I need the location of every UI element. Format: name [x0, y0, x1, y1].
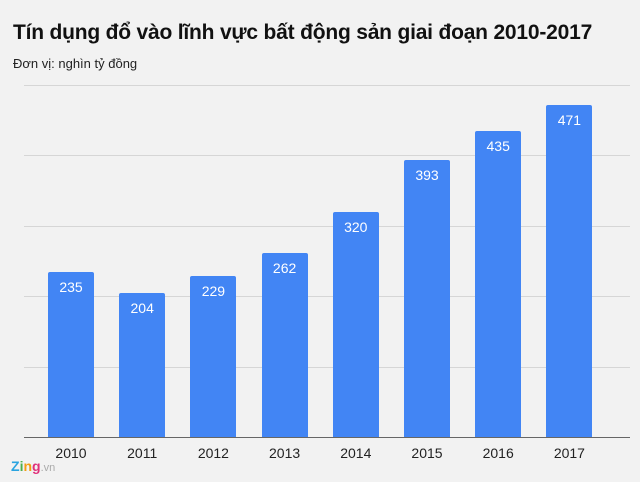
bar-value-label: 235 — [59, 278, 83, 295]
x-tick-label: 2013 — [269, 445, 301, 461]
x-tick-label: 2012 — [197, 445, 229, 461]
bar-value-label: 262 — [272, 259, 297, 276]
gridline — [24, 366, 630, 368]
bar-2013: 262 — [261, 252, 308, 437]
bar-value-label: 229 — [201, 282, 226, 299]
bar-value-label: 471 — [557, 112, 582, 129]
bar-value-label: 320 — [344, 218, 368, 235]
x-tick-label: 2017 — [553, 445, 585, 461]
gridline — [24, 85, 630, 86]
gridline — [24, 296, 630, 298]
x-tick-label: 2010 — [55, 445, 87, 461]
bar-value-label: 393 — [415, 167, 439, 184]
chart-subtitle: Đơn vị: nghìn tỷ đồng — [13, 56, 138, 71]
x-tick-label: 2015 — [411, 445, 443, 461]
bar-2016: 435 — [475, 130, 522, 437]
bar-2011: 204 — [119, 293, 166, 437]
bar-2010: 235 — [48, 271, 94, 437]
chart-title: Tín dụng đổ vào lĩnh vực bất động sản gi… — [13, 21, 593, 44]
bar-value-label: 204 — [130, 300, 154, 317]
gridline — [24, 225, 630, 227]
bar-2012: 229 — [190, 275, 237, 437]
zing-logo: Zing.vn — [11, 458, 56, 474]
bar-2015: 393 — [404, 160, 450, 437]
x-tick-label: 2011 — [127, 445, 158, 461]
bar-value-label: 435 — [486, 137, 510, 154]
bar-2014: 320 — [332, 211, 379, 437]
x-axis-baseline — [24, 437, 630, 438]
x-tick-label: 2016 — [482, 445, 514, 461]
bar-2017: 471 — [546, 105, 593, 437]
x-tick-label: 2014 — [340, 445, 372, 461]
gridline — [24, 155, 630, 157]
plot-area: 235 2010 204 2011 229 2012 262 2013 320 2014 393 20… — [24, 85, 630, 461]
